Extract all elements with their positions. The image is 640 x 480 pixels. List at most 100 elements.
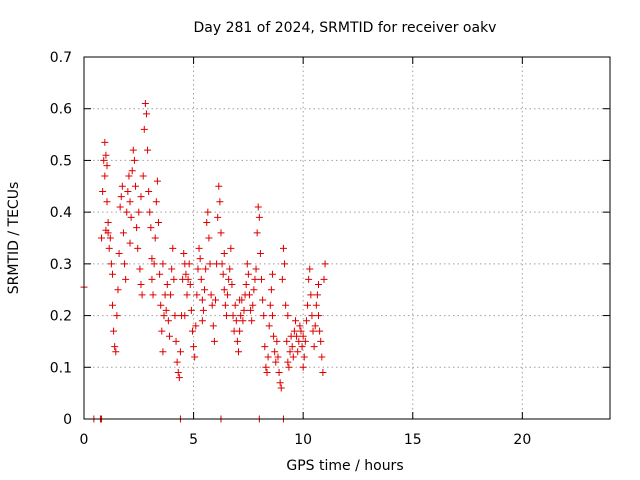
data-point [220, 286, 228, 294]
data-point [193, 291, 201, 299]
data-point [265, 322, 273, 330]
data-point [318, 353, 326, 361]
data-point [133, 224, 141, 232]
data-point [188, 327, 196, 335]
data-point [284, 312, 292, 320]
data-point [105, 244, 113, 252]
data-point [247, 306, 255, 314]
data-point [103, 198, 111, 206]
data-point [117, 193, 125, 201]
data-point [296, 322, 304, 330]
data-point [132, 182, 140, 190]
data-point [201, 286, 209, 294]
data-point [98, 234, 106, 242]
data-point [102, 151, 110, 159]
data-point [158, 327, 166, 335]
data-point [187, 306, 195, 314]
data-point [140, 125, 148, 133]
data-point [278, 275, 286, 283]
data-point [251, 275, 259, 283]
data-point [141, 100, 149, 108]
data-point [311, 322, 319, 330]
data-point [233, 337, 241, 345]
data-point [162, 306, 170, 314]
data-point [142, 110, 150, 118]
data-point [116, 203, 124, 211]
data-point [157, 301, 165, 309]
data-point [285, 363, 293, 371]
data-point [259, 296, 267, 304]
data-point [122, 275, 130, 283]
data-point [119, 229, 127, 237]
data-point [165, 332, 173, 340]
data-point [301, 337, 309, 345]
data-point [182, 270, 190, 278]
data-point [255, 213, 263, 221]
data-point [229, 312, 237, 320]
data-point [111, 343, 119, 351]
data-point [289, 353, 297, 361]
data-point [308, 312, 316, 320]
data-point [194, 265, 202, 273]
data-point [309, 327, 317, 335]
data-point [192, 322, 200, 330]
data-point [297, 327, 305, 335]
data-point [273, 337, 281, 345]
data-point [121, 260, 129, 268]
x-axis-tick-labels: 0 5 10 15 20 [80, 432, 532, 448]
data-point [243, 260, 251, 268]
data-point [180, 250, 188, 258]
data-point [148, 255, 156, 263]
data-point [174, 368, 182, 376]
data-point [268, 270, 276, 278]
data-point [216, 198, 224, 206]
data-point [129, 146, 137, 154]
data-point [155, 218, 163, 226]
data-point [128, 167, 136, 175]
data-point [138, 291, 146, 299]
data-point [212, 296, 219, 304]
data-point [108, 270, 116, 278]
data-points [80, 100, 329, 423]
data-point [302, 317, 310, 325]
y-tick-label: 0.1 [50, 360, 72, 376]
data-point [136, 265, 144, 273]
data-point [295, 337, 303, 345]
data-point [270, 332, 278, 340]
data-point [250, 286, 258, 294]
data-point [263, 368, 271, 376]
data-point [290, 327, 298, 335]
data-point [244, 270, 252, 278]
data-point [204, 208, 212, 216]
data-point [205, 234, 213, 242]
data-point [152, 198, 160, 206]
data-point [169, 244, 177, 252]
x-tick-label: 15 [404, 432, 422, 448]
data-point [239, 317, 247, 325]
data-point [176, 348, 184, 356]
data-point [167, 291, 175, 299]
data-point [197, 275, 205, 283]
data-point [253, 229, 261, 237]
data-point [276, 379, 284, 387]
data-point [183, 291, 191, 299]
data-point [226, 265, 234, 273]
data-point [163, 281, 171, 289]
y-axis-title: SRMTID / TECUs [6, 182, 22, 295]
data-point [139, 172, 147, 180]
data-point [315, 312, 323, 320]
data-point [245, 291, 253, 299]
data-point [125, 172, 133, 180]
data-point [240, 306, 248, 314]
data-point [231, 301, 239, 309]
data-point [191, 353, 199, 361]
data-point [320, 275, 328, 283]
data-point [261, 343, 269, 351]
data-point [168, 265, 176, 273]
data-point [219, 270, 227, 278]
data-point [315, 281, 323, 289]
data-point [170, 275, 178, 283]
data-point [288, 343, 296, 351]
data-point [104, 229, 112, 237]
